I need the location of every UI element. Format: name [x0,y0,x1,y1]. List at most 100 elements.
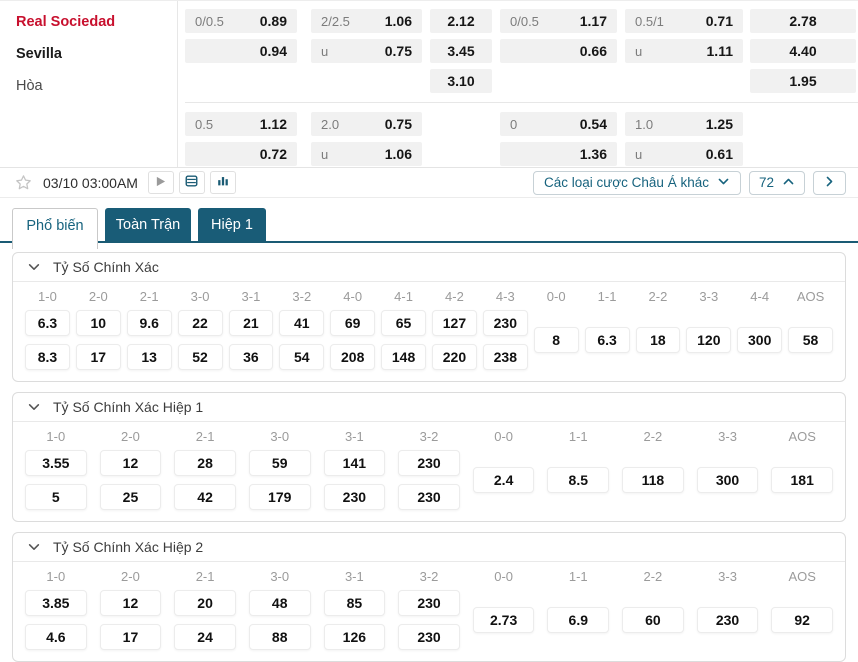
asian-bets-dropdown[interactable]: Các loại cược Châu Á khác [533,170,741,195]
odds-cell[interactable]: 1.0 1.25 [625,112,743,136]
score-odds-cell[interactable]: 17 [75,344,121,370]
odds-cell[interactable]: 3.45 [430,39,492,63]
score-odds-cell[interactable]: 10 [75,310,121,336]
section-header[interactable]: Tỷ Số Chính Xác Hiệp 2 [13,533,845,562]
score-odds-cell[interactable]: 9.6 [126,310,172,336]
odds-cell[interactable]: 0.66 [500,39,617,63]
section-header[interactable]: Tỷ Số Chính Xác Hiệp 1 [13,393,845,422]
odds-cell[interactable]: u 0.61 [625,142,743,166]
stats-button[interactable] [209,171,236,194]
score-odds-cell[interactable]: 230 [323,484,386,510]
score-odds-cells: 6.9 [547,590,610,650]
score-odds-cell[interactable]: 3.55 [25,450,87,476]
tab-pho-bien[interactable]: Phổ biến [12,208,98,249]
score-odds-cell[interactable]: 8.3 [25,344,70,370]
odds-cell[interactable]: 1.36 [500,142,617,166]
score-odds-cell[interactable]: 13 [126,344,172,370]
odds-cell[interactable]: 1.95 [750,69,856,93]
score-label: 2-2 [643,569,663,584]
score-odds-cell[interactable]: 21 [228,310,274,336]
score-odds-cell[interactable]: 230 [398,624,460,650]
score-odds-cell[interactable]: 22 [177,310,223,336]
score-odds-cell[interactable]: 36 [228,344,274,370]
score-odds-cell[interactable]: 230 [398,450,460,476]
score-column: 3-3 120 [686,285,732,370]
score-odds-cell[interactable]: 4.6 [25,624,87,650]
score-odds-cell[interactable]: 20 [174,590,236,616]
score-odds-cell[interactable]: 208 [330,344,376,370]
score-odds-cell[interactable]: 6.9 [547,607,610,633]
odds-cell[interactable]: u 1.11 [625,39,743,63]
score-odds-cell[interactable]: 8 [533,327,579,353]
score-odds-cell[interactable]: 42 [174,484,236,510]
score-odds-cell[interactable]: 3.85 [25,590,87,616]
score-odds-cell[interactable]: 118 [622,467,684,493]
score-odds-cell[interactable]: 12 [99,590,162,616]
score-odds-cell[interactable]: 230 [696,607,759,633]
odds-cell[interactable]: 2.0 0.75 [311,112,422,136]
score-odds-cell[interactable]: 12 [99,450,162,476]
score-odds-cell[interactable]: 85 [323,590,386,616]
score-odds-cell[interactable]: 127 [432,310,477,336]
odds-cell[interactable]: 0/0.5 0.89 [185,9,297,33]
score-odds-cell[interactable]: 238 [482,344,528,370]
score-odds-cell[interactable]: 88 [248,624,311,650]
score-odds-cell[interactable]: 54 [279,344,325,370]
odds-cell[interactable]: u 1.06 [311,142,422,166]
score-odds-cell[interactable]: 300 [696,467,759,493]
score-odds-cell[interactable]: 141 [323,450,386,476]
score-odds-cell[interactable]: 2.73 [472,607,535,633]
score-odds-cell[interactable]: 48 [248,590,311,616]
score-odds-cell[interactable]: 230 [398,590,460,616]
section-header[interactable]: Tỷ Số Chính Xác [13,253,845,282]
draw-label: Hòa [16,78,43,94]
odds-cell[interactable]: 0.72 [185,142,297,166]
odds-cell[interactable]: 0/0.5 1.17 [500,9,617,33]
score-odds-cell[interactable]: 17 [99,624,162,650]
score-odds-cell[interactable]: 52 [177,344,223,370]
score-odds-cell[interactable]: 8.5 [547,467,610,493]
score-odds-cell[interactable]: 181 [771,467,833,493]
score-odds-cell[interactable]: 92 [771,607,833,633]
score-odds-cell[interactable]: 179 [248,484,311,510]
tab-hiep-1[interactable]: Hiệp 1 [198,208,266,241]
score-odds-cell[interactable]: 120 [686,327,732,353]
score-odds-cell[interactable]: 58 [788,327,833,353]
score-odds-cell[interactable]: 24 [174,624,236,650]
odds-cell[interactable]: 3.10 [430,69,492,93]
odds-cell[interactable]: 0 0.54 [500,112,617,136]
odds-cell[interactable]: 0.5 1.12 [185,112,297,136]
score-odds-cell[interactable]: 65 [381,310,426,336]
score-odds-cell[interactable]: 28 [174,450,236,476]
score-odds-cell[interactable]: 5 [25,484,87,510]
play-button[interactable] [147,171,174,194]
score-odds-cell[interactable]: 25 [99,484,162,510]
score-odds-cell[interactable]: 6.3 [584,327,630,353]
score-odds-cell[interactable]: 126 [323,624,386,650]
market-count-dropdown[interactable]: 72 [748,170,805,195]
handicap-label: 2/2.5 [321,13,350,29]
markets-button[interactable] [178,171,205,194]
score-odds-cell[interactable]: 6.3 [25,310,70,336]
odds-cell[interactable]: 2/2.5 1.06 [311,9,422,33]
score-odds-cell[interactable]: 18 [635,327,681,353]
score-odds-cell[interactable]: 300 [737,327,783,353]
odds-cell[interactable]: 4.40 [750,39,856,63]
odds-cell[interactable]: 0.94 [185,39,297,63]
score-odds-cell[interactable]: 148 [381,344,426,370]
favorite-star-icon[interactable] [14,173,33,192]
score-odds-cell[interactable]: 230 [482,310,528,336]
odds-cell[interactable]: 2.12 [430,9,492,33]
score-odds-cell[interactable]: 69 [330,310,376,336]
tab-toan-tran[interactable]: Toàn Trận [105,208,191,241]
next-button[interactable] [813,170,846,195]
score-odds-cell[interactable]: 59 [248,450,311,476]
odds-cell[interactable]: u 0.75 [311,39,422,63]
score-odds-cell[interactable]: 60 [622,607,684,633]
score-odds-cell[interactable]: 230 [398,484,460,510]
score-odds-cell[interactable]: 220 [432,344,477,370]
score-odds-cell[interactable]: 2.4 [472,467,535,493]
odds-cell[interactable]: 0.5/1 0.71 [625,9,743,33]
score-odds-cell[interactable]: 41 [279,310,325,336]
odds-cell[interactable]: 2.78 [750,9,856,33]
